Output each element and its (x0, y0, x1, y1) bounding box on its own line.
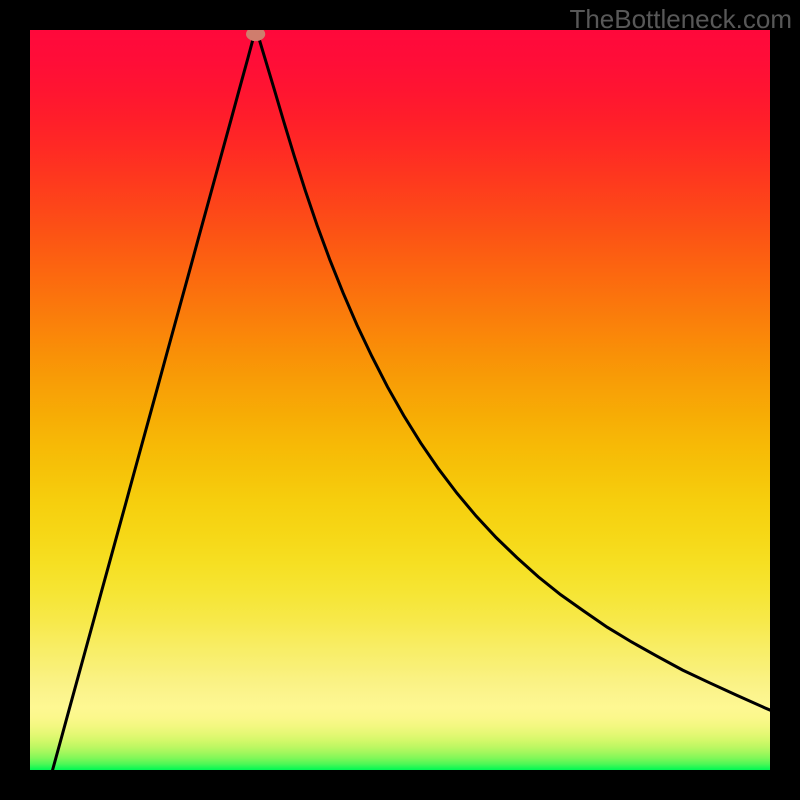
curve-right-branch (256, 30, 770, 710)
minimum-marker (246, 30, 265, 41)
plot-area (30, 30, 770, 770)
curve-left-branch (53, 30, 256, 770)
curve-layer (30, 30, 770, 770)
watermark-text: TheBottleneck.com (569, 4, 792, 35)
chart-canvas: TheBottleneck.com (0, 0, 800, 800)
